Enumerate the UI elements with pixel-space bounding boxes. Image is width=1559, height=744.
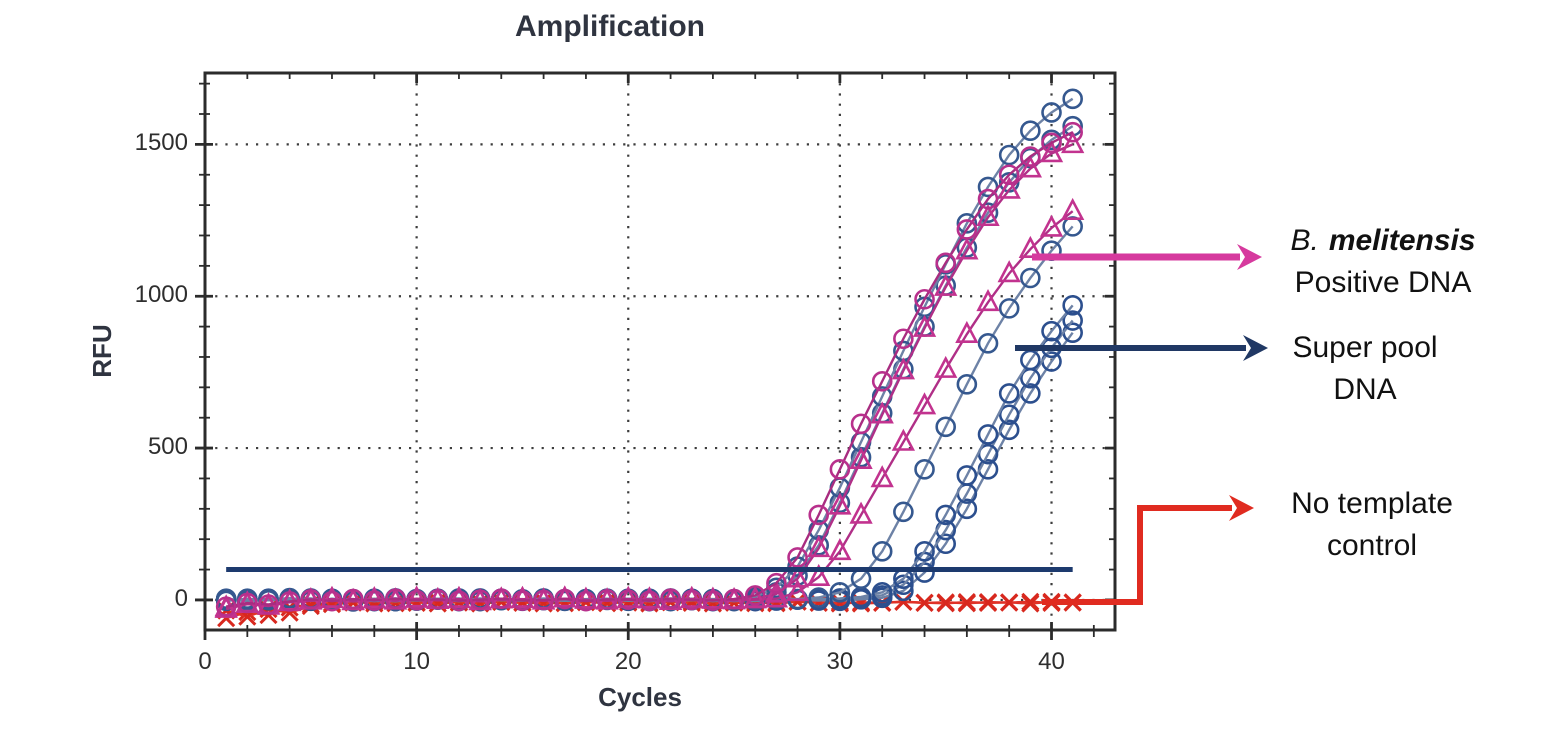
series-superpool-5 xyxy=(215,310,1083,612)
series-layer xyxy=(214,88,1085,628)
positive-dna-arrow xyxy=(1032,244,1262,270)
y-tick-label: 500 xyxy=(147,433,188,461)
x-tick-label: 30 xyxy=(826,648,854,675)
y-tick-label: 0 xyxy=(174,584,188,612)
x-axis-label: Cycles xyxy=(598,682,682,712)
ntc-arrow xyxy=(1042,495,1254,605)
series-superpool-4 xyxy=(215,295,1083,612)
chart-title: Amplification xyxy=(514,10,705,43)
annotation-superpool-line2: DNA xyxy=(1333,373,1397,406)
annotation-superpool-line1: Super pool xyxy=(1292,331,1438,364)
series-positive-3 xyxy=(214,197,1085,618)
x-tick-label: 40 xyxy=(1038,648,1065,675)
y-tick-label: 1500 xyxy=(134,129,188,157)
plot-border xyxy=(203,71,1117,632)
axis-ticks xyxy=(195,73,1115,640)
annotation-positive-line1: B. melitensis xyxy=(1258,220,1508,262)
species-name: melitensis xyxy=(1328,224,1476,257)
x-tick-label: 20 xyxy=(614,648,642,675)
y-tick-label: 1000 xyxy=(134,281,188,309)
series-positive-1 xyxy=(215,121,1083,617)
annotation-positive-line2: Positive DNA xyxy=(1294,266,1472,299)
x-tick-label: 10 xyxy=(403,648,430,675)
series-positive-2 xyxy=(214,131,1085,617)
annotation-ntc-line1: No template xyxy=(1291,487,1453,520)
annotation-no-template-control: No template control xyxy=(1252,483,1492,567)
y-axis-label: RFU xyxy=(87,324,117,378)
gridlines xyxy=(205,73,1115,630)
species-abbr: B. xyxy=(1290,224,1319,257)
super-pool-arrow xyxy=(1015,335,1268,361)
annotation-ntc-line2: control xyxy=(1326,529,1418,562)
annotation-super-pool: Super pool DNA xyxy=(1245,327,1485,411)
annotation-positive-dna: B. melitensis Positive DNA xyxy=(1258,220,1508,304)
x-tick-label: 0 xyxy=(198,648,212,675)
